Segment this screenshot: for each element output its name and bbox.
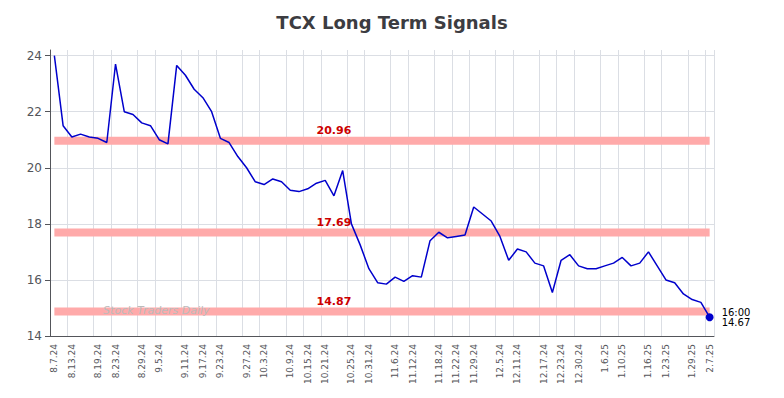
- svg-text:8.7.24: 8.7.24: [49, 344, 59, 373]
- svg-text:8.23.24: 8.23.24: [111, 344, 121, 379]
- svg-text:10.21.24: 10.21.24: [320, 344, 330, 384]
- svg-text:12.11.24: 12.11.24: [512, 344, 522, 384]
- svg-text:1.6.25: 1.6.25: [600, 344, 610, 373]
- svg-text:24: 24: [27, 49, 42, 63]
- svg-text:10.9.24: 10.9.24: [285, 344, 295, 379]
- svg-text:11.29.24: 11.29.24: [469, 344, 479, 384]
- svg-text:17.69: 17.69: [317, 216, 352, 229]
- svg-text:9.11.24: 9.11.24: [180, 344, 190, 379]
- svg-text:8.13.24: 8.13.24: [67, 344, 77, 379]
- svg-text:14.67: 14.67: [722, 317, 751, 328]
- svg-text:20.96: 20.96: [317, 124, 352, 137]
- svg-text:10.31.24: 10.31.24: [364, 344, 374, 384]
- svg-text:1.23.25: 1.23.25: [661, 344, 671, 378]
- svg-text:1.16.25: 1.16.25: [643, 344, 653, 378]
- svg-text:12.30.24: 12.30.24: [574, 344, 584, 384]
- svg-text:9.5.24: 9.5.24: [154, 344, 164, 373]
- svg-text:12.17.24: 12.17.24: [539, 344, 549, 384]
- svg-text:9.27.24: 9.27.24: [242, 344, 252, 379]
- svg-text:16:00: 16:00: [721, 306, 751, 318]
- svg-text:10.25.24: 10.25.24: [346, 344, 356, 384]
- svg-text:TCX Long Term Signals: TCX Long Term Signals: [276, 12, 507, 33]
- svg-text:12.5.24: 12.5.24: [495, 344, 505, 379]
- svg-text:9.23.24: 9.23.24: [215, 344, 225, 379]
- svg-text:22: 22: [27, 105, 42, 119]
- svg-text:12.23.24: 12.23.24: [556, 344, 566, 384]
- svg-text:10.15.24: 10.15.24: [303, 344, 313, 384]
- svg-text:8.29.24: 8.29.24: [137, 344, 147, 379]
- svg-text:11.12.24: 11.12.24: [408, 344, 418, 384]
- svg-text:20: 20: [27, 161, 42, 175]
- svg-text:11.22.24: 11.22.24: [451, 344, 461, 384]
- svg-text:2.7.25: 2.7.25: [705, 344, 715, 373]
- svg-text:9.17.24: 9.17.24: [198, 344, 208, 379]
- svg-text:11.6.24: 11.6.24: [390, 344, 400, 379]
- svg-text:14.87: 14.87: [317, 295, 352, 308]
- svg-text:8.19.24: 8.19.24: [93, 344, 103, 379]
- svg-text:16: 16: [27, 273, 42, 287]
- svg-text:18: 18: [27, 217, 42, 231]
- svg-text:1.10.25: 1.10.25: [617, 344, 627, 378]
- svg-text:11.18.24: 11.18.24: [434, 344, 444, 384]
- svg-text:14: 14: [27, 329, 42, 343]
- svg-text:Stock Traders Daily: Stock Traders Daily: [103, 304, 210, 317]
- svg-text:1.29.25: 1.29.25: [687, 344, 697, 378]
- svg-text:10.3.24: 10.3.24: [259, 344, 269, 379]
